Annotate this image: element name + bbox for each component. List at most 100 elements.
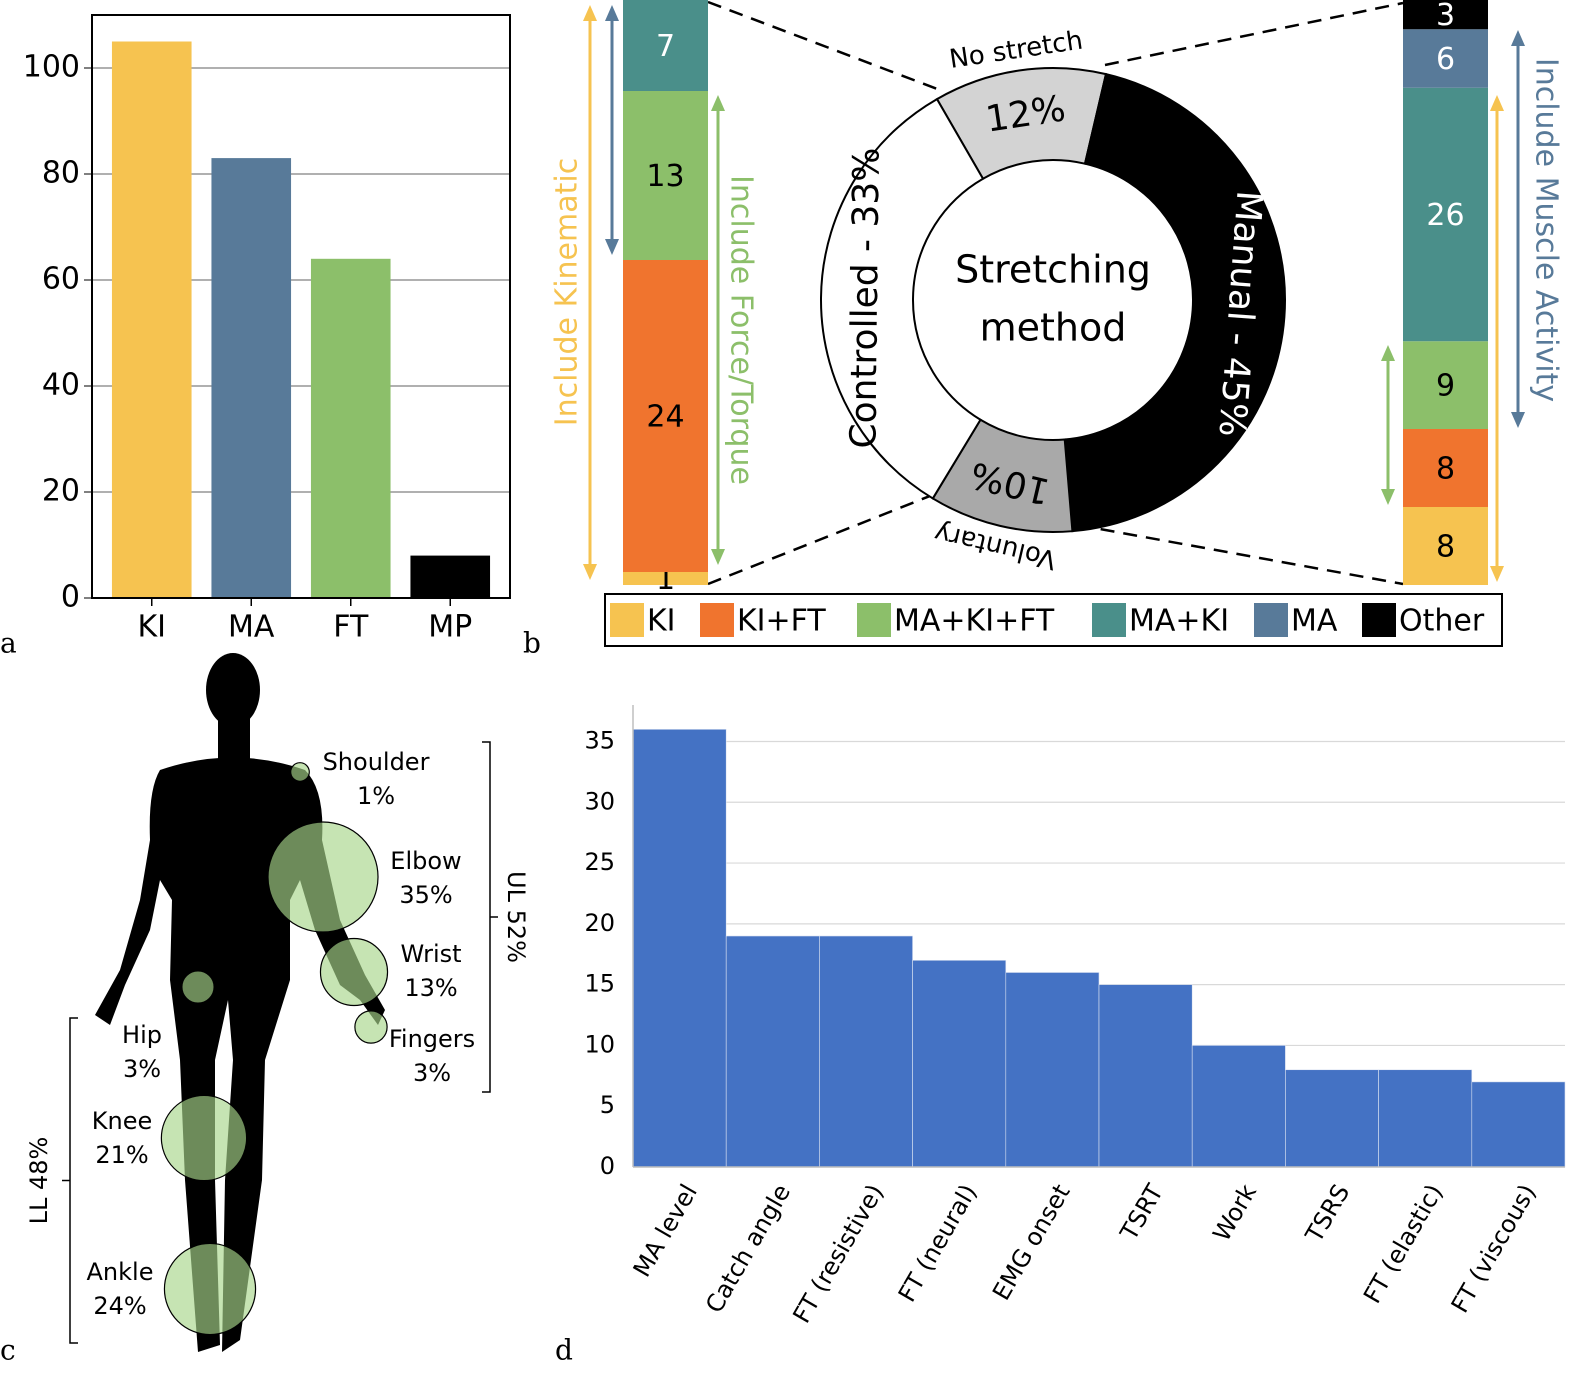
stack-segment (623, 91, 708, 260)
y-tick-label: 40 (42, 368, 80, 403)
donut-segment (1063, 72, 1286, 533)
stack-segment (1403, 87, 1488, 342)
span-label: Include Kinematic (550, 158, 585, 426)
stack-segment (1403, 0, 1488, 30)
bar (1285, 1069, 1379, 1168)
bar (632, 729, 727, 1168)
joint-value: 24% (93, 1292, 146, 1320)
joint-value: 13% (404, 974, 457, 1002)
bar (725, 935, 820, 1168)
group-label: UL 52% (502, 871, 530, 963)
legend-swatch (1362, 603, 1396, 637)
arrow-head (583, 5, 597, 21)
x-tick-label: MP (428, 610, 472, 645)
legend-swatch (1254, 603, 1288, 637)
joint-label: Knee (92, 1107, 152, 1135)
y-tick-label: 20 (42, 474, 80, 509)
joint-label: Fingers (389, 1025, 475, 1053)
joint-bubble (354, 1010, 388, 1044)
joint-label: Elbow (390, 847, 461, 875)
arrow-head (1490, 566, 1504, 582)
segment-value-label: Controlled - 33% (843, 147, 887, 448)
panel-label: c (0, 1334, 16, 1367)
legend-label: KI+FT (737, 604, 826, 639)
stack-segment (623, 0, 708, 92)
arrow-head (1511, 30, 1525, 46)
bar (211, 158, 292, 598)
joint-value: 3% (123, 1055, 161, 1083)
joint-value: 21% (95, 1141, 148, 1169)
arrow-head (1511, 412, 1525, 428)
segment-value: 26 (1426, 198, 1464, 233)
segment-value: 6 (1436, 42, 1455, 77)
group-label: LL 48% (25, 1137, 53, 1225)
joint-bubble (267, 821, 379, 933)
y-tick-label: 15 (584, 970, 615, 998)
y-tick-label: 0 (61, 580, 80, 615)
y-tick-label: 25 (584, 848, 615, 876)
center-label: Stretching (955, 248, 1151, 292)
y-tick-label: 0 (600, 1152, 615, 1180)
legend-swatch (857, 603, 891, 637)
joint-label: Hip (122, 1021, 162, 1049)
segment-value: 9 (1436, 369, 1455, 404)
segment-value: 8 (1436, 530, 1455, 565)
segment-value: 7 (656, 29, 675, 64)
panel-label: a (0, 627, 17, 660)
legend-label: MA (1291, 604, 1338, 639)
y-tick-label: 10 (584, 1030, 615, 1058)
legend-swatch (1092, 603, 1126, 637)
x-tick-label: TSRS (1300, 1180, 1356, 1248)
x-tick-label: FT (viscous) (1446, 1180, 1542, 1318)
bar (1471, 1081, 1566, 1168)
joint-bubble (290, 762, 310, 782)
legend-swatch (610, 603, 644, 637)
donut-segment (820, 97, 985, 500)
segment-value: 24 (646, 400, 684, 435)
arrow-head (605, 239, 619, 255)
stack-segment (623, 260, 708, 572)
y-tick-label: 20 (584, 909, 615, 937)
arrow-head (605, 5, 619, 21)
x-tick-label: FT (resistive) (787, 1180, 889, 1328)
x-tick-label: Work (1207, 1179, 1262, 1246)
axes-frame (91, 14, 511, 599)
x-tick-label: MA level (628, 1180, 703, 1282)
span-label: Include Force/Torque (724, 175, 759, 485)
joint-bubble (160, 1094, 248, 1182)
bar (1191, 1045, 1286, 1168)
x-tick-label: Catch angle (700, 1180, 796, 1318)
head (206, 653, 260, 727)
stack-segment (623, 572, 708, 585)
x-tick-label: TSRT (1114, 1179, 1169, 1246)
y-tick-label: 35 (584, 726, 615, 754)
stack-segment (1403, 341, 1488, 429)
bar (1005, 972, 1100, 1168)
arrow-head (711, 95, 725, 111)
legend-frame (604, 593, 1503, 647)
y-tick-label: 30 (584, 787, 615, 815)
arrow-head (1381, 489, 1395, 505)
group-bracket (62, 1017, 78, 1344)
arrow-head (711, 549, 725, 565)
x-tick-label: EMG onset (987, 1180, 1076, 1305)
legend-label: MA+KI (1129, 604, 1229, 639)
bar (310, 258, 391, 598)
panel-label: b (523, 627, 541, 660)
bar (1098, 984, 1193, 1168)
stack-segment (1403, 29, 1488, 88)
bar (912, 960, 1007, 1168)
segment-value: 13 (646, 159, 684, 194)
joint-bubble (163, 1242, 257, 1336)
x-tick-label: KI (137, 610, 166, 645)
dashed-connectors (707, 0, 1404, 586)
arrow-head (1381, 345, 1395, 361)
joint-label: Shoulder (323, 748, 430, 776)
bar (111, 41, 192, 598)
x-tick-label: FT (neural) (893, 1180, 983, 1307)
panel-label: d (555, 1334, 573, 1367)
bar (1378, 1069, 1473, 1168)
arrow-head (583, 564, 597, 580)
stack-segment (1403, 429, 1488, 507)
